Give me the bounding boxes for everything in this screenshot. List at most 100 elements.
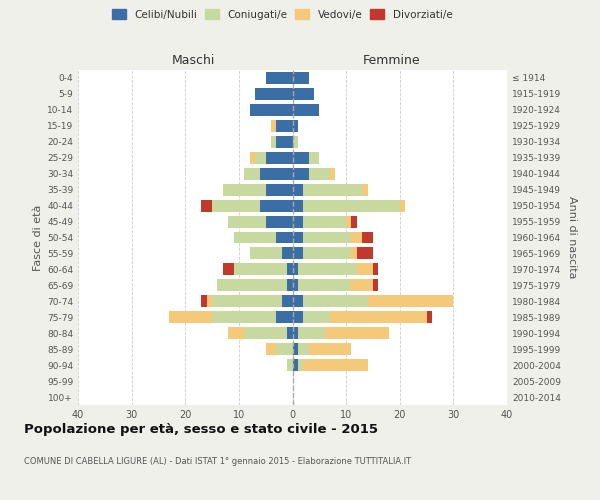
Text: Popolazione per età, sesso e stato civile - 2015: Popolazione per età, sesso e stato civil… [24, 422, 378, 436]
Bar [368, 296, 454, 308]
Bar [212, 296, 282, 308]
Bar [303, 216, 346, 228]
Bar [293, 327, 298, 339]
Bar [206, 296, 212, 308]
Bar [352, 280, 373, 291]
Bar [287, 327, 293, 339]
Bar [357, 248, 373, 260]
Bar [266, 343, 277, 355]
Bar [373, 264, 379, 276]
Bar [293, 120, 298, 132]
Bar [293, 264, 298, 276]
Bar [308, 343, 352, 355]
Bar [303, 248, 352, 260]
Bar [287, 359, 293, 371]
Bar [303, 184, 362, 196]
Bar [298, 264, 357, 276]
Bar [293, 280, 298, 291]
Bar [217, 280, 287, 291]
Bar [228, 216, 266, 228]
Bar [293, 88, 314, 100]
Bar [202, 296, 206, 308]
Bar [293, 168, 308, 179]
Text: Maschi: Maschi [172, 54, 215, 66]
Bar [223, 184, 266, 196]
Bar [287, 280, 293, 291]
Text: Femmine: Femmine [362, 54, 420, 66]
Bar [282, 296, 293, 308]
Bar [282, 248, 293, 260]
Bar [233, 232, 277, 243]
Bar [293, 248, 303, 260]
Bar [266, 184, 293, 196]
Bar [244, 168, 260, 179]
Bar [293, 296, 303, 308]
Legend: Celibi/Nubili, Coniugati/e, Vedovi/e, Divorziati/e: Celibi/Nubili, Coniugati/e, Vedovi/e, Di… [107, 5, 457, 24]
Bar [255, 88, 293, 100]
Bar [277, 120, 293, 132]
Bar [330, 312, 427, 323]
Bar [293, 152, 308, 164]
Text: COMUNE DI CABELLA LIGURE (AL) - Dati ISTAT 1° gennaio 2015 - Elaborazione TUTTIT: COMUNE DI CABELLA LIGURE (AL) - Dati IST… [24, 458, 411, 466]
Bar [250, 104, 293, 116]
Bar [212, 312, 277, 323]
Bar [303, 296, 368, 308]
Bar [352, 248, 357, 260]
Bar [357, 264, 373, 276]
Y-axis label: Fasce di età: Fasce di età [33, 204, 43, 270]
Bar [260, 168, 293, 179]
Bar [298, 280, 352, 291]
Bar [212, 200, 260, 211]
Bar [293, 200, 303, 211]
Bar [271, 136, 277, 148]
Bar [293, 216, 303, 228]
Bar [303, 359, 368, 371]
Bar [303, 312, 330, 323]
Bar [293, 136, 298, 148]
Bar [277, 136, 293, 148]
Bar [298, 327, 325, 339]
Bar [293, 359, 298, 371]
Bar [293, 184, 303, 196]
Bar [293, 72, 308, 84]
Bar [298, 359, 303, 371]
Bar [293, 104, 319, 116]
Bar [308, 168, 330, 179]
Bar [427, 312, 432, 323]
Bar [228, 327, 244, 339]
Bar [298, 343, 308, 355]
Y-axis label: Anni di nascita: Anni di nascita [566, 196, 577, 279]
Bar [303, 232, 352, 243]
Bar [362, 184, 368, 196]
Bar [293, 232, 303, 243]
Bar [250, 152, 255, 164]
Bar [202, 200, 212, 211]
Bar [266, 72, 293, 84]
Bar [255, 152, 266, 164]
Bar [303, 200, 400, 211]
Bar [223, 264, 233, 276]
Bar [352, 216, 357, 228]
Bar [277, 232, 293, 243]
Bar [325, 327, 389, 339]
Bar [277, 343, 293, 355]
Bar [293, 312, 303, 323]
Bar [400, 200, 405, 211]
Bar [277, 312, 293, 323]
Bar [244, 327, 287, 339]
Bar [352, 232, 362, 243]
Bar [293, 343, 298, 355]
Bar [250, 248, 282, 260]
Bar [373, 280, 379, 291]
Bar [169, 312, 212, 323]
Bar [362, 232, 373, 243]
Bar [330, 168, 335, 179]
Bar [287, 264, 293, 276]
Bar [233, 264, 287, 276]
Bar [266, 152, 293, 164]
Bar [266, 216, 293, 228]
Bar [346, 216, 352, 228]
Bar [271, 120, 277, 132]
Bar [260, 200, 293, 211]
Bar [308, 152, 319, 164]
